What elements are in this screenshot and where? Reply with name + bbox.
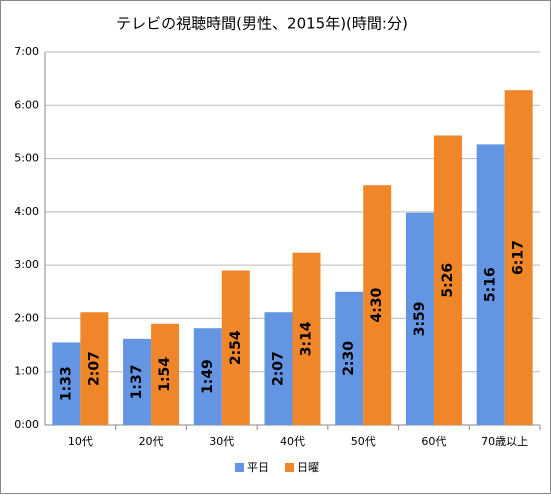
value-label: 1:54 [157,357,173,392]
legend-label: 平日 [247,461,269,474]
bar [123,338,152,425]
x-tick-label: 60代 [421,435,446,448]
value-label: 2:07 [271,351,287,386]
y-tick-label: 0:00 [14,418,39,431]
x-tick-label: 30代 [209,435,234,448]
value-label: 2:54 [228,330,244,365]
x-tick-label: 70歳以上 [481,435,528,448]
y-tick-label: 4:00 [14,205,39,218]
bar [80,312,109,425]
legend-label: 日曜 [297,461,319,474]
value-label: 5:26 [440,263,456,298]
y-tick-label: 5:00 [14,152,39,165]
value-label: 6:17 [511,240,527,275]
x-tick-label: 50代 [351,435,376,448]
value-label: 3:14 [299,321,315,356]
chart-title: テレビの視聴時間(男性、2015年)(時間:分) [116,15,408,33]
value-label: 4:30 [369,287,385,322]
value-label: 2:07 [86,351,102,386]
value-label: 2:30 [341,341,357,376]
y-tick-label: 6:00 [14,98,39,111]
bar [335,291,364,425]
bar [151,323,180,425]
bar [221,270,250,425]
y-tick-label: 7:00 [14,45,39,58]
bar [405,212,434,425]
y-tick-label: 3:00 [14,258,39,271]
x-tick-label: 40代 [280,435,305,448]
bar [193,328,222,425]
y-tick-label: 1:00 [14,365,39,378]
bar [476,144,505,425]
x-tick-label: 20代 [139,435,164,448]
bar [433,135,462,425]
value-label: 1:33 [58,366,74,401]
bar [292,252,321,425]
bar [52,342,81,425]
y-tick-label: 2:00 [14,311,39,324]
value-label: 1:49 [200,359,216,394]
bar [363,185,392,425]
legend-swatch [285,463,294,472]
value-label: 5:16 [483,267,499,302]
x-tick-label: 10代 [68,435,93,448]
bar [504,90,533,425]
legend-swatch [235,463,244,472]
value-label: 1:37 [129,365,145,400]
bar [264,312,293,425]
value-label: 3:59 [412,301,428,336]
